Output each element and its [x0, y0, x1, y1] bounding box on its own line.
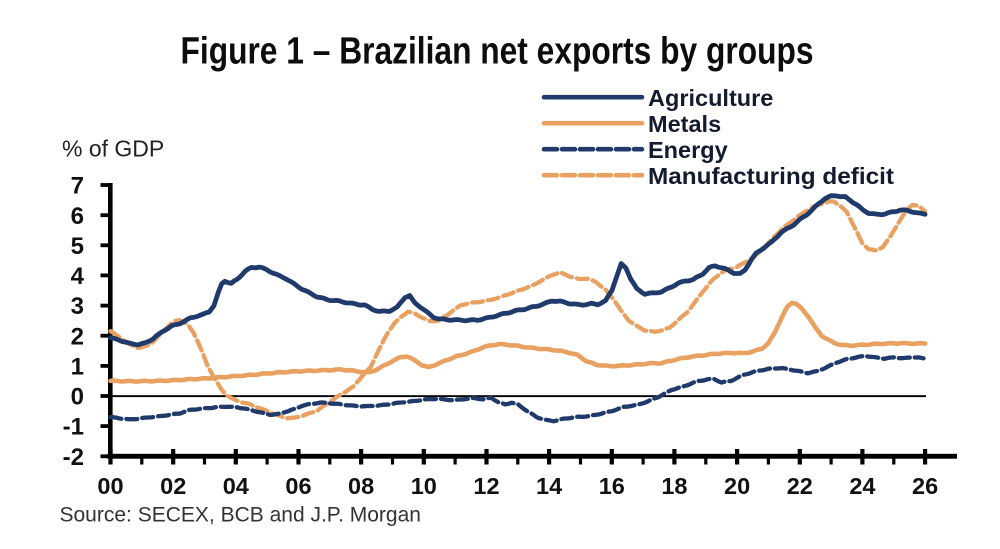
svg-text:Energy: Energy [648, 137, 728, 163]
svg-text:14: 14 [536, 473, 562, 499]
svg-text:12: 12 [473, 473, 499, 499]
svg-text:08: 08 [348, 473, 374, 499]
svg-text:18: 18 [661, 473, 687, 499]
svg-text:06: 06 [285, 473, 311, 499]
svg-text:6: 6 [71, 203, 84, 230]
svg-text:5: 5 [71, 233, 84, 260]
svg-text:7: 7 [71, 173, 84, 200]
svg-text:3: 3 [71, 293, 84, 320]
svg-text:00: 00 [97, 473, 123, 499]
svg-text:22: 22 [787, 473, 813, 499]
svg-text:-2: -2 [63, 444, 84, 471]
svg-text:Metals: Metals [648, 111, 721, 137]
svg-text:10: 10 [411, 473, 437, 499]
svg-text:-1: -1 [63, 414, 84, 441]
svg-text:0: 0 [71, 384, 84, 411]
svg-text:Agriculture: Agriculture [648, 85, 773, 111]
svg-text:Figure 1 – Brazilian net expor: Figure 1 – Brazilian net exports by grou… [181, 31, 814, 73]
svg-text:04: 04 [223, 473, 249, 499]
svg-text:% of GDP: % of GDP [62, 136, 164, 162]
svg-text:02: 02 [160, 473, 186, 499]
svg-text:20: 20 [724, 473, 750, 499]
svg-text:1: 1 [71, 354, 84, 381]
svg-text:Manufacturing deficit: Manufacturing deficit [648, 163, 894, 189]
svg-text:Source: SECEX, BCB and J.P. Mo: Source: SECEX, BCB and J.P. Morgan [60, 504, 421, 527]
svg-text:24: 24 [849, 473, 875, 499]
svg-text:4: 4 [71, 263, 85, 290]
svg-text:26: 26 [912, 473, 938, 499]
svg-text:2: 2 [71, 323, 84, 350]
svg-text:16: 16 [599, 473, 625, 499]
